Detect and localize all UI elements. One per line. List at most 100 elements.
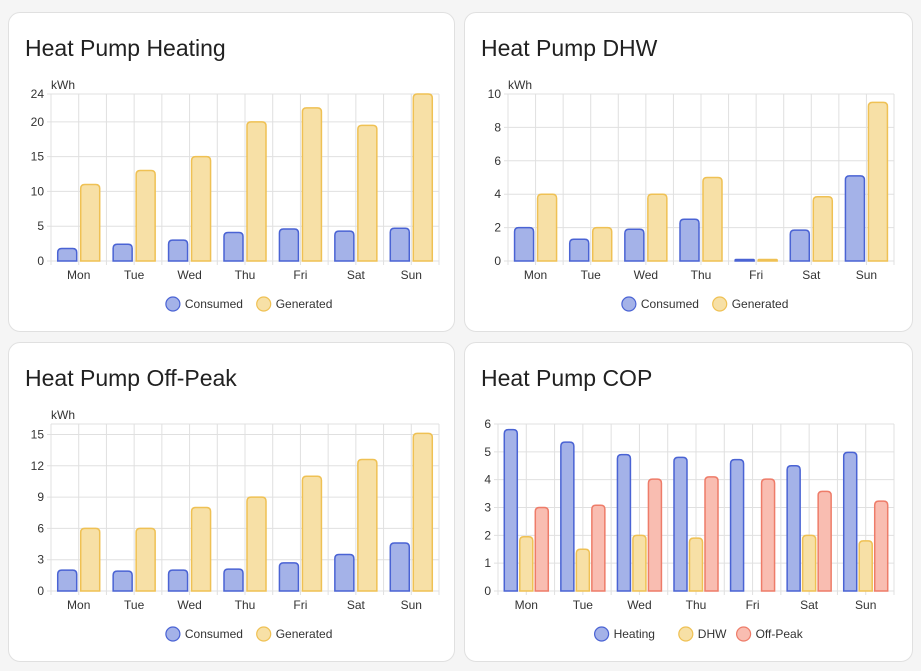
legend-label: Consumed (185, 627, 243, 641)
legend-swatch-icon (736, 626, 752, 642)
y-tick-label: 0 (37, 584, 44, 598)
y-tick-label: 6 (37, 521, 44, 535)
bar-dhw-tue (575, 548, 591, 592)
bar-generated-wed (647, 193, 668, 262)
legend-swatch-icon (165, 296, 181, 312)
bar-generated-sun (412, 93, 434, 262)
y-axis-unit: kWh (508, 78, 532, 92)
x-tick-label: Sun (856, 268, 877, 282)
legend-swatch-icon (256, 296, 272, 312)
y-tick-label: 8 (494, 120, 501, 134)
y-tick-label: 0 (37, 254, 44, 268)
x-tick-label: Thu (235, 268, 256, 282)
bar-off-peak-tue (591, 504, 606, 592)
bar-consumed-mon (56, 569, 78, 592)
y-tick-label: 9 (37, 490, 44, 504)
x-tick-label: Mon (67, 268, 90, 282)
y-axis-unit: kWh (51, 78, 75, 92)
legend-label: Consumed (185, 297, 243, 311)
y-tick-label: 10 (488, 87, 502, 101)
bar-off-peak-thu (704, 476, 719, 592)
legend-item-generated[interactable]: Generated (256, 296, 333, 312)
card-offpeak: Heat Pump Off-Peak 0 3 6 9 12 15 Mon Tue Wed Thu F… (8, 342, 455, 662)
legend-swatch-icon (165, 626, 181, 642)
card-title: Heat Pump DHW (481, 35, 658, 61)
legend-swatch-icon (678, 626, 694, 642)
x-tick-label: Sat (347, 598, 366, 612)
legend-item-dhw[interactable]: DHW (678, 626, 727, 642)
y-tick-label: 0 (484, 584, 491, 598)
chart-cop: 0 1 2 3 4 5 6 Mon Tue Wed Thu Fri Sat Sun Heating DHW Of… (484, 417, 895, 642)
y-tick-label: 2 (494, 221, 501, 235)
bar-consumed-thu (679, 218, 700, 262)
legend-item-consumed[interactable]: Consumed (621, 296, 699, 312)
bar-dhw-sun (858, 540, 873, 592)
legend-label: Consumed (641, 297, 699, 311)
legend-item-off-peak[interactable]: Off-Peak (736, 626, 804, 642)
bar-consumed-sat (334, 553, 355, 592)
bar-consumed-tue (112, 570, 133, 592)
y-tick-label: 24 (31, 87, 45, 101)
bar-generated-tue (591, 226, 613, 262)
bar-heating-mon (503, 428, 519, 592)
bar-dhw-thu (688, 537, 704, 592)
y-tick-label: 2 (484, 528, 491, 542)
x-tick-label: Tue (124, 598, 145, 612)
legend-item-consumed[interactable]: Consumed (165, 296, 243, 312)
x-tick-label: Mon (515, 598, 538, 612)
y-tick-label: 5 (37, 219, 44, 233)
y-tick-label: 10 (31, 184, 45, 198)
y-tick-label: 12 (31, 459, 45, 473)
legend-item-generated[interactable]: Generated (712, 296, 789, 312)
bar-consumed-sun (389, 227, 411, 262)
legend-label: Heating (614, 627, 655, 641)
bar-generated-mon (79, 183, 101, 262)
bar-consumed-fri (278, 562, 300, 592)
bar-consumed-tue (112, 243, 133, 262)
bar-consumed-mon (513, 226, 535, 262)
y-tick-label: 15 (31, 427, 45, 441)
bar-off-peak-fri (760, 478, 776, 592)
y-tick-label: 3 (484, 501, 491, 515)
bar-generated-sat (357, 124, 378, 262)
bar-generated-sat (357, 458, 378, 592)
bar-consumed-sun (844, 175, 866, 262)
bar-generated-wed (190, 155, 212, 262)
x-tick-label: Sat (802, 268, 821, 282)
chart-offpeak: 0 3 6 9 12 15 Mon Tue Wed Thu Fri Sat Sun kWh Consumed… (31, 408, 440, 642)
card-title: Heat Pump Off-Peak (25, 365, 237, 391)
legend-item-consumed[interactable]: Consumed (165, 626, 243, 642)
bar-generated-fri (301, 475, 323, 592)
x-tick-label: Fri (746, 598, 760, 612)
bar-consumed-wed (167, 239, 189, 262)
bar-generated-mon (79, 527, 101, 592)
bar-heating-sat (786, 465, 801, 592)
bar-off-peak-sat (817, 490, 832, 592)
x-tick-label: Thu (686, 598, 707, 612)
x-tick-label: Fri (293, 268, 307, 282)
bar-dhw-wed (632, 534, 647, 592)
bar-off-peak-sun (873, 500, 889, 592)
legend-item-heating[interactable]: Heating (594, 626, 655, 642)
y-tick-label: 20 (31, 115, 45, 129)
x-tick-label: Sun (401, 598, 422, 612)
bar-off-peak-mon (534, 506, 550, 592)
bar-consumed-wed (167, 569, 189, 592)
bar-generated-fri (757, 258, 778, 262)
bar-generated-sun (412, 432, 434, 592)
bar-heating-thu (673, 456, 688, 592)
bar-consumed-fri (734, 258, 755, 262)
y-tick-label: 5 (484, 445, 491, 459)
bar-heating-wed (616, 453, 632, 592)
legend-item-generated[interactable]: Generated (256, 626, 333, 642)
bar-generated-sun (867, 101, 889, 262)
bar-consumed-thu (223, 568, 244, 592)
bar-consumed-mon (56, 247, 78, 262)
bar-consumed-thu (223, 231, 244, 262)
x-tick-label: Tue (573, 598, 594, 612)
x-tick-label: Wed (177, 598, 201, 612)
bar-generated-tue (135, 169, 156, 262)
card-cop: Heat Pump COP 0 1 2 3 4 5 6 Mon Tue Wed Thu Fri Sat S… (464, 342, 913, 662)
bar-generated-thu (246, 121, 267, 262)
bar-heating-tue (560, 441, 575, 592)
